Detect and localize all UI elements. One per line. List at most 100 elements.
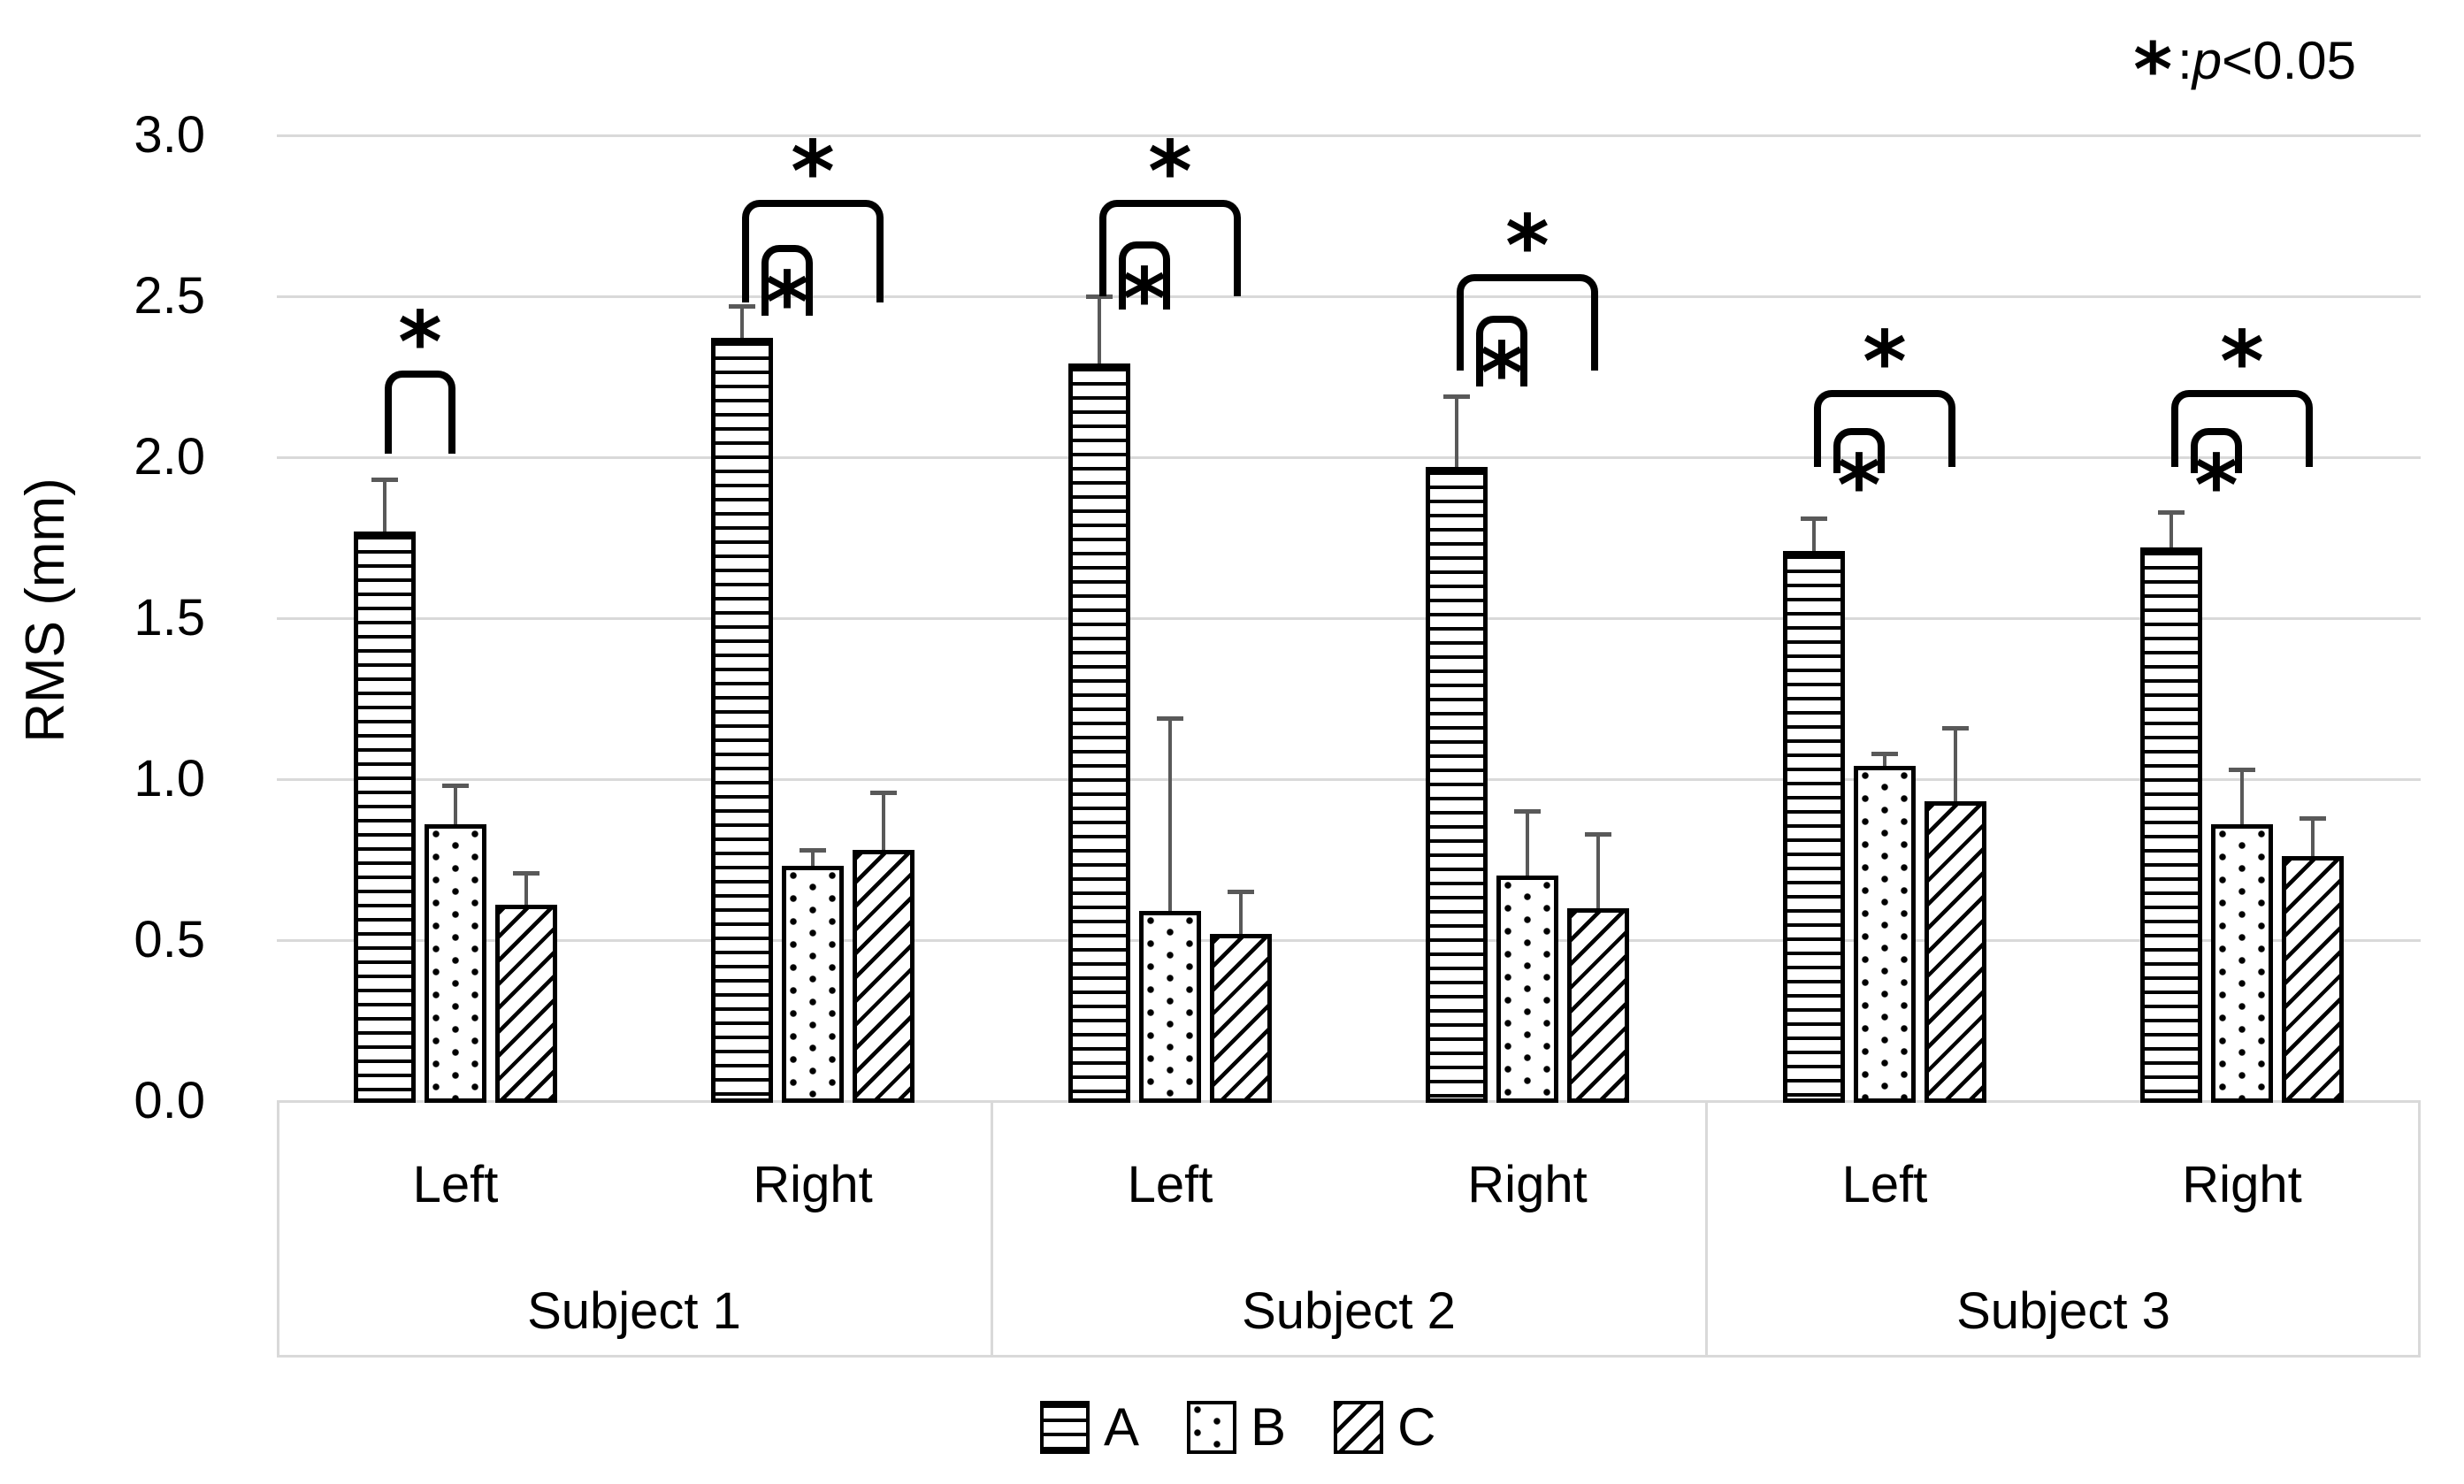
- error-cap-subject2-right-c: [1585, 831, 1611, 837]
- error-bar-subject2-right-b: [1526, 811, 1529, 876]
- significance-bracket-6: [1476, 315, 1527, 386]
- error-bar-subject2-right-c: [1596, 833, 1600, 908]
- bar-subject3-left-b: [1854, 766, 1916, 1103]
- subject-label-3: Subject 3: [1956, 1282, 2170, 1340]
- error-bar-subject3-right-c: [2311, 817, 2315, 857]
- error-cap-subject1-left-a: [371, 478, 398, 483]
- bar-subject3-right-c: [2282, 856, 2344, 1103]
- significance-asterisk-icon-8: *: [1837, 438, 1881, 536]
- significance-bracket-1: [742, 199, 884, 303]
- error-cap-subject3-left-c: [1942, 725, 1969, 731]
- bar-subject2-right-c: [1567, 907, 1629, 1103]
- category-label-left-2: Left: [1127, 1156, 1213, 1213]
- significance-bracket-9: [2171, 389, 2313, 467]
- significance-asterisk-icon-1: *: [791, 123, 835, 221]
- error-cap-subject3-left-a: [1801, 516, 1827, 522]
- error-cap-subject1-left-b: [442, 784, 469, 789]
- legend-swatch-horizontal-lines-icon: [1040, 1401, 1090, 1454]
- error-cap-subject2-right-b: [1514, 809, 1541, 815]
- category-label-right-1: Right: [753, 1156, 873, 1213]
- error-cap-subject2-left-b: [1157, 715, 1183, 721]
- legend-item-c: C: [1334, 1401, 1435, 1454]
- bar-subject2-left-a: [1068, 363, 1130, 1103]
- bar-subject3-left-c: [1925, 801, 1986, 1103]
- significance-asterisk-icon-0: *: [398, 294, 442, 392]
- significance-bracket-2: [761, 244, 813, 316]
- y-tick-label-3.0: 3.0: [134, 106, 205, 164]
- significance-bracket-5: [1457, 273, 1598, 371]
- gridline-0.5: [277, 939, 2421, 942]
- y-tick-label-2.5: 2.5: [134, 267, 205, 325]
- error-bar-subject3-right-b: [2240, 769, 2244, 824]
- significance-asterisk-icon-9: *: [2220, 313, 2264, 411]
- error-bar-subject1-right-a: [740, 305, 744, 339]
- bar-subject3-right-a: [2140, 547, 2202, 1103]
- error-bar-subject1-left-b: [454, 785, 457, 824]
- error-cap-subject1-right-a: [729, 303, 755, 309]
- bar-subject2-left-b: [1139, 911, 1201, 1103]
- legend: A B C: [1040, 1401, 1435, 1454]
- gridline-1.5: [277, 617, 2421, 620]
- error-bar-subject2-left-b: [1168, 717, 1172, 912]
- bar-subject1-left-c: [495, 904, 557, 1103]
- significance-note: * : p <0.05: [2133, 23, 2356, 108]
- significance-bracket-3: [1099, 199, 1241, 296]
- error-bar-subject2-right-a: [1455, 395, 1458, 467]
- y-tick-label-1.0: 1.0: [134, 750, 205, 807]
- significance-bracket-7: [1814, 389, 1955, 467]
- error-bar-subject1-right-c: [882, 792, 885, 851]
- subject-label-2: Subject 2: [1242, 1282, 1456, 1340]
- error-cap-subject2-right-a: [1443, 394, 1470, 399]
- gridline-3.0: [277, 134, 2421, 137]
- significance-asterisk-icon-10: *: [2194, 438, 2238, 536]
- legend-item-a: A: [1040, 1401, 1139, 1454]
- error-bar-subject3-left-c: [1954, 727, 1957, 802]
- y-tick-label-2.0: 2.0: [134, 428, 205, 486]
- significance-bracket-10: [2191, 428, 2242, 474]
- category-axis-band: [277, 1101, 2421, 1358]
- significance-bracket-4: [1119, 241, 1170, 310]
- bar-subject1-left-b: [425, 823, 486, 1103]
- category-label-left-4: Left: [1841, 1156, 1928, 1213]
- y-tick-label-1.5: 1.5: [134, 589, 205, 646]
- error-cap-subject1-right-c: [870, 790, 897, 795]
- category-label-left-0: Left: [412, 1156, 499, 1213]
- bar-subject1-left-a: [354, 531, 416, 1103]
- significance-note-colon: :: [2177, 31, 2192, 90]
- bar-subject3-right-b: [2211, 823, 2273, 1103]
- error-bar-subject2-left-a: [1098, 296, 1101, 364]
- error-cap-subject2-left-c: [1228, 890, 1254, 895]
- error-bar-subject1-left-c: [524, 872, 528, 905]
- bar-subject1-right-b: [782, 866, 844, 1103]
- significance-asterisk-icon-3: *: [1148, 123, 1192, 221]
- category-label-right-3: Right: [1467, 1156, 1588, 1213]
- error-cap-subject1-left-c: [513, 870, 539, 876]
- subject-divider: [1705, 1101, 1708, 1358]
- significance-asterisk-icon-5: *: [1505, 197, 1550, 295]
- bar-subject1-right-c: [853, 850, 914, 1103]
- significance-asterisk-icon-6: *: [1480, 325, 1524, 423]
- significance-note-threshold: <0.05: [2222, 31, 2356, 90]
- gridline-1.0: [277, 778, 2421, 781]
- legend-label-c: C: [1397, 1397, 1436, 1457]
- legend-label-b: B: [1251, 1397, 1287, 1457]
- error-bar-subject1-right-b: [811, 850, 815, 867]
- asterisk-icon: *: [2133, 27, 2173, 113]
- significance-asterisk-icon-4: *: [1122, 251, 1167, 349]
- gridline-2.5: [277, 295, 2421, 298]
- bar-subject2-right-b: [1496, 876, 1558, 1103]
- significance-asterisk-icon-7: *: [1863, 313, 1907, 411]
- error-cap-subject1-right-b: [800, 848, 826, 853]
- legend-label-a: A: [1104, 1397, 1140, 1457]
- y-tick-label-0.0: 0.0: [134, 1072, 205, 1129]
- legend-item-b: B: [1187, 1401, 1286, 1454]
- error-bar-subject3-right-a: [2169, 511, 2173, 547]
- legend-swatch-diagonal-lines-icon: [1334, 1401, 1384, 1454]
- error-bar-subject3-left-b: [1883, 753, 1886, 767]
- bar-subject1-right-a: [711, 338, 773, 1103]
- error-bar-subject2-left-c: [1239, 891, 1243, 934]
- bar-subject3-left-a: [1783, 550, 1845, 1103]
- gridline-2.0: [277, 456, 2421, 459]
- error-cap-subject3-right-b: [2229, 768, 2255, 773]
